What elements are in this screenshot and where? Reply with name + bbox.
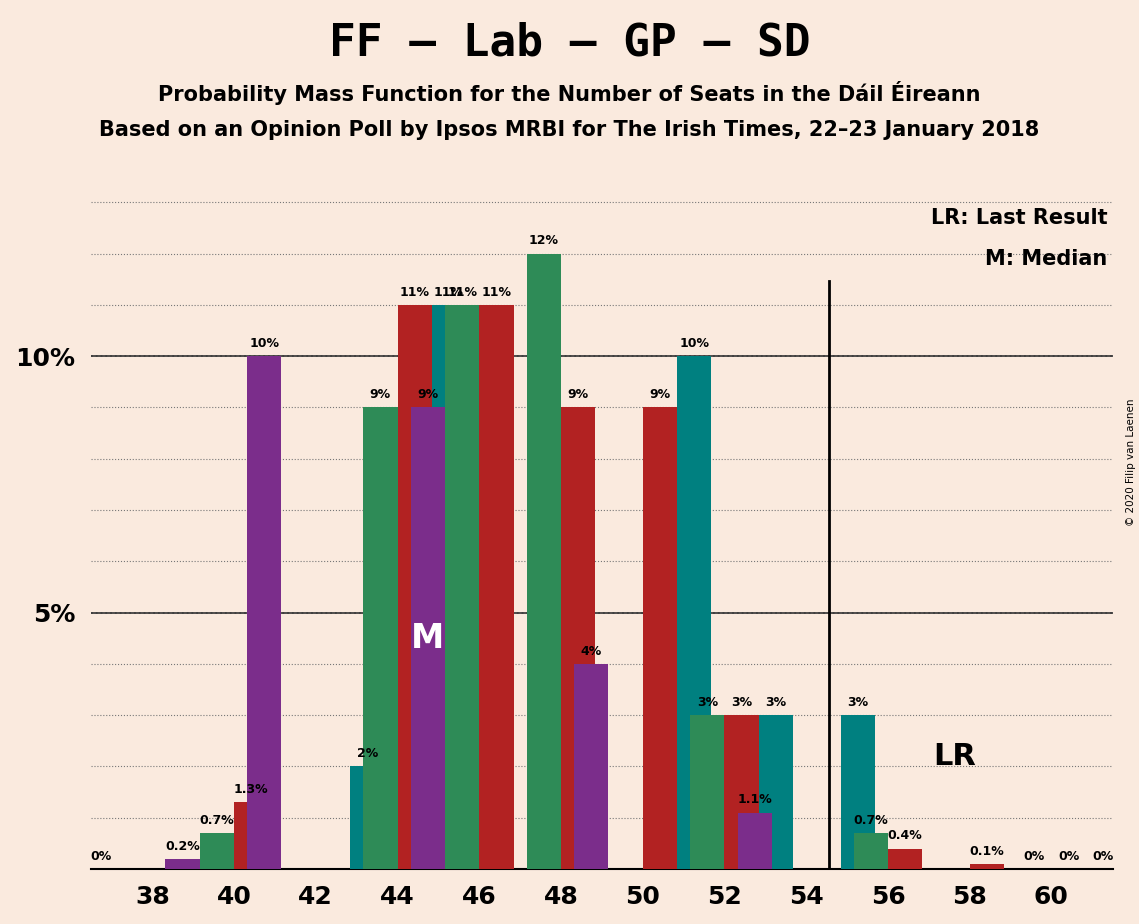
- Text: LR: LR: [933, 742, 976, 771]
- Text: 0.1%: 0.1%: [969, 845, 1005, 857]
- Bar: [574, 663, 608, 869]
- Text: 10%: 10%: [249, 337, 279, 350]
- Text: 4%: 4%: [581, 645, 601, 658]
- Text: 3%: 3%: [731, 696, 752, 709]
- Text: 0.7%: 0.7%: [199, 814, 235, 827]
- Text: 0%: 0%: [1058, 850, 1080, 863]
- Bar: [247, 356, 281, 869]
- Text: LR: Last Result: LR: Last Result: [931, 208, 1107, 228]
- Text: 3%: 3%: [765, 696, 787, 709]
- Bar: [724, 715, 759, 869]
- Text: M: M: [411, 622, 444, 655]
- Bar: [363, 407, 398, 869]
- Text: Probability Mass Function for the Number of Seats in the Dáil Éireann: Probability Mass Function for the Number…: [158, 81, 981, 105]
- Text: 0.2%: 0.2%: [165, 840, 200, 853]
- Text: 3%: 3%: [697, 696, 718, 709]
- Bar: [350, 767, 385, 869]
- Text: 0%: 0%: [1092, 850, 1114, 863]
- Text: 9%: 9%: [370, 388, 391, 401]
- Text: 9%: 9%: [649, 388, 671, 401]
- Text: 9%: 9%: [417, 388, 439, 401]
- Text: 0%: 0%: [90, 850, 112, 863]
- Bar: [432, 305, 466, 869]
- Bar: [562, 407, 596, 869]
- Text: 3%: 3%: [847, 696, 868, 709]
- Bar: [233, 802, 269, 869]
- Bar: [759, 715, 793, 869]
- Text: 0%: 0%: [1024, 850, 1044, 863]
- Bar: [398, 305, 432, 869]
- Text: M: Median: M: Median: [985, 249, 1107, 270]
- Text: 11%: 11%: [482, 286, 511, 298]
- Bar: [480, 305, 514, 869]
- Text: 11%: 11%: [434, 286, 464, 298]
- Text: 1.1%: 1.1%: [737, 794, 772, 807]
- Bar: [410, 407, 445, 869]
- Text: 2%: 2%: [357, 748, 378, 760]
- Text: 0.4%: 0.4%: [887, 830, 923, 843]
- Bar: [841, 715, 875, 869]
- Text: 1.3%: 1.3%: [233, 784, 269, 796]
- Bar: [165, 858, 199, 869]
- Bar: [642, 407, 677, 869]
- Bar: [199, 833, 233, 869]
- Text: 10%: 10%: [679, 337, 710, 350]
- Bar: [526, 253, 562, 869]
- Bar: [888, 848, 923, 869]
- Bar: [738, 812, 772, 869]
- Bar: [677, 356, 712, 869]
- Bar: [445, 305, 480, 869]
- Text: Based on an Opinion Poll by Ipsos MRBI for The Irish Times, 22–23 January 2018: Based on an Opinion Poll by Ipsos MRBI f…: [99, 120, 1040, 140]
- Bar: [690, 715, 724, 869]
- Bar: [853, 833, 888, 869]
- Text: 11%: 11%: [400, 286, 429, 298]
- Text: 12%: 12%: [528, 235, 559, 248]
- Bar: [969, 864, 1003, 869]
- Text: 11%: 11%: [448, 286, 477, 298]
- Text: FF – Lab – GP – SD: FF – Lab – GP – SD: [329, 21, 810, 65]
- Text: 0.7%: 0.7%: [853, 814, 888, 827]
- Text: © 2020 Filip van Laenen: © 2020 Filip van Laenen: [1126, 398, 1136, 526]
- Text: 9%: 9%: [567, 388, 589, 401]
